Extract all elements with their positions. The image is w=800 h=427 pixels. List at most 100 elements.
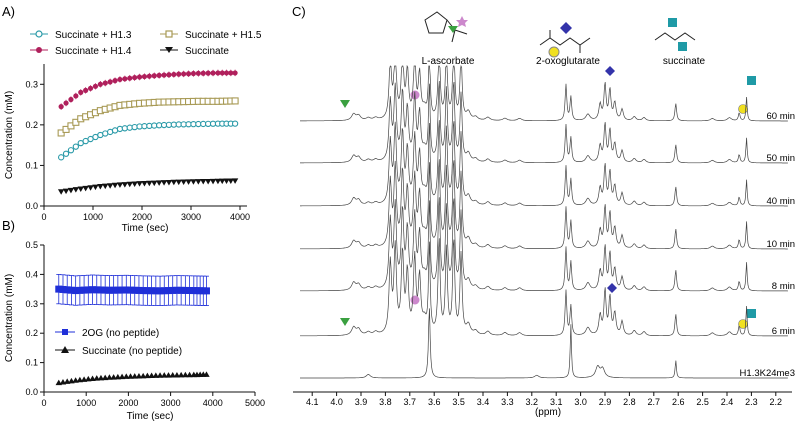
spectrum-trace: [300, 120, 788, 207]
data-point: [200, 70, 206, 76]
data-point: [185, 179, 192, 185]
data-point: [177, 371, 185, 378]
data-point: [156, 287, 164, 295]
data-point: [132, 74, 138, 81]
data-point: [97, 184, 104, 190]
x-tick-label: 2.6: [672, 397, 685, 407]
data-point: [176, 71, 182, 77]
data-point: [135, 372, 143, 379]
data-point: [186, 371, 193, 378]
data-point: [161, 72, 167, 78]
panel-a-label: A): [2, 4, 15, 19]
diamond-marker-icon: [605, 66, 615, 76]
x-tick-label: 2000: [132, 212, 152, 222]
x-tick-label: 2.3: [745, 397, 758, 407]
data-point: [62, 188, 70, 195]
data-point: [210, 70, 216, 76]
data-point: [139, 287, 147, 295]
data-point: [87, 185, 94, 191]
legend-marker: [62, 329, 68, 335]
data-point: [151, 180, 158, 187]
x-tick-label: 3.6: [428, 397, 441, 407]
data-point: [160, 287, 168, 295]
x-tick-label: 3.5: [452, 397, 465, 407]
chart-b-legend: 2OG (no peptide) Succinate (no peptide): [55, 328, 182, 357]
x-tick-label: 1000: [83, 212, 103, 222]
x-tick-label: 4000: [230, 212, 250, 222]
legend-label: 2OG (no peptide): [82, 328, 159, 339]
data-point: [122, 286, 130, 294]
data-point: [146, 73, 152, 79]
data-point: [181, 71, 187, 77]
data-point: [82, 185, 89, 192]
series: [58, 120, 239, 161]
data-point: [118, 286, 126, 294]
panel-b-label: B): [2, 218, 15, 233]
data-point: [58, 154, 65, 161]
chart-b-ylabel: Concentration (mM): [4, 274, 15, 362]
data-point: [84, 286, 92, 294]
spectrum-trace: [300, 197, 788, 292]
chart-a-legend: Succinate + H1.3 Succinate + H1.5 Succin…: [30, 30, 262, 57]
legend-label: Succinate: [185, 46, 229, 57]
triangle-marker-icon: [340, 100, 350, 108]
data-point: [89, 375, 96, 381]
data-point: [101, 286, 109, 294]
series: [57, 178, 239, 195]
data-point: [116, 182, 124, 188]
data-point: [87, 85, 94, 91]
data-point: [67, 147, 75, 154]
data-point: [161, 372, 168, 378]
data-point: [117, 76, 123, 83]
data-point: [231, 97, 239, 105]
x-tick-label: 3.2: [526, 397, 539, 407]
data-point: [105, 286, 113, 294]
data-point: [165, 372, 172, 378]
trace-label: 6 min: [772, 326, 795, 337]
data-point: [214, 178, 222, 185]
y-tick-label: 0.2: [25, 328, 38, 338]
data-point: [102, 80, 108, 86]
data-point: [57, 129, 65, 137]
compound-label: L-ascorbate: [422, 56, 475, 67]
data-point: [122, 76, 128, 82]
data-point: [228, 70, 234, 76]
chart-a: Time (sec) Concentration (mM) Succinate …: [4, 30, 262, 234]
data-point: [62, 150, 70, 157]
data-point: [126, 181, 133, 188]
trace-label: H1.3K24me3: [740, 368, 795, 379]
data-point: [123, 373, 130, 379]
chart-b-xlabel: Time (sec): [127, 411, 174, 422]
x-tick-label: 4.0: [330, 397, 343, 407]
x-tick-label: 5000: [245, 398, 265, 408]
data-point: [114, 373, 122, 380]
legend-marker: [165, 47, 173, 53]
legend-marker: [61, 346, 69, 353]
data-point: [143, 287, 151, 295]
x-tick-label: 4.1: [306, 397, 319, 407]
data-point: [152, 287, 160, 295]
nmr-spectra: L-ascorbate 2-oxoglutarate succinate (pp…: [293, 11, 795, 418]
x-tick-label: 3.3: [501, 397, 514, 407]
data-point: [219, 178, 226, 185]
data-point: [141, 73, 148, 80]
trace-label: 40 min: [766, 196, 795, 207]
square-marker-icon: [747, 309, 756, 318]
data-point: [92, 184, 99, 191]
y-tick-label: 0.3: [25, 79, 38, 89]
data-point: [110, 286, 118, 294]
compound-label: 2-oxoglutarate: [536, 56, 600, 67]
data-point: [127, 286, 135, 294]
trace-label: 60 min: [766, 111, 795, 122]
legend-label: Succinate + H1.5: [185, 30, 262, 41]
data-point: [186, 286, 194, 294]
data-point: [106, 183, 114, 189]
x-tick-label: 3.1: [550, 397, 563, 407]
triangle-marker-icon: [340, 318, 350, 326]
spectrum-trace: [300, 308, 788, 379]
y-tick-label: 0.1: [25, 358, 38, 368]
circle-marker-icon: [548, 46, 560, 58]
data-point: [160, 180, 168, 186]
data-point: [101, 374, 109, 381]
x-tick-label: 2.4: [721, 397, 734, 407]
